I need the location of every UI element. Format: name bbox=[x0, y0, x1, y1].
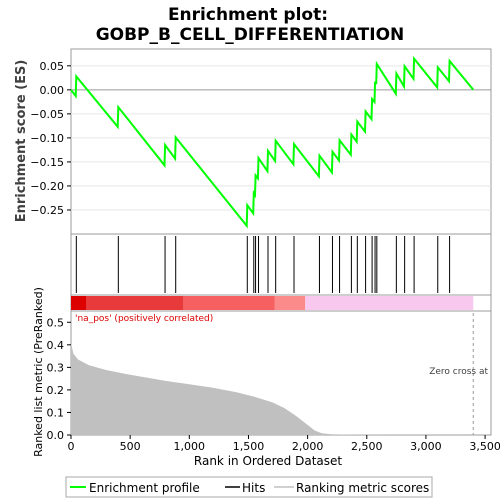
rank-x-tick-label: 0 bbox=[68, 440, 75, 453]
legend-box bbox=[65, 476, 433, 498]
es-profile-line bbox=[70, 55, 475, 229]
chart-subtitle: GOBP_B_CELL_DIFFERENTIATION bbox=[96, 25, 405, 45]
hits-panel-frame bbox=[70, 233, 492, 296]
rank-x-axis-label: Rank in Ordered Dataset bbox=[194, 454, 342, 468]
rank-x-tick-label: 500 bbox=[120, 440, 141, 453]
rank-y-tick-label: 0.0 bbox=[47, 429, 65, 442]
rank-y-tick-label: 0.4 bbox=[47, 339, 65, 352]
rank-y-tick-label: 0.3 bbox=[47, 361, 65, 374]
rank-x-tick-label: 2,000 bbox=[292, 440, 324, 453]
ranking-metric-area bbox=[71, 342, 474, 435]
heat-bar-segment bbox=[274, 296, 306, 310]
rank-x-tick-label: 3,000 bbox=[410, 440, 442, 453]
es-y-tick-label: 0.00 bbox=[40, 84, 65, 97]
heat-bar-segment bbox=[71, 296, 87, 310]
heat-bar-segment bbox=[86, 296, 184, 310]
rank-x-tick-label: 3,500 bbox=[469, 440, 500, 453]
es-y-axis-label: Enrichment score (ES) bbox=[14, 60, 29, 223]
rank-x-tick-label: 1,500 bbox=[233, 440, 265, 453]
es-y-tick-label: −0.20 bbox=[30, 180, 64, 193]
rank-x-tick-label: 2,500 bbox=[351, 440, 383, 453]
es-y-tick-label: −0.10 bbox=[30, 132, 64, 145]
es-panel-frame bbox=[70, 48, 492, 235]
positive-correlation-label: 'na_pos' (positively correlated) bbox=[75, 314, 213, 324]
rank-y-axis-label: Ranked list metric (PreRanked) bbox=[32, 287, 45, 457]
rank-x-tick-label: 1,000 bbox=[174, 440, 206, 453]
rank-y-tick-label: 0.5 bbox=[47, 316, 65, 329]
es-y-tick-label: 0.05 bbox=[40, 60, 65, 73]
heat-bar-segment bbox=[305, 296, 474, 310]
es-y-tick-label: −0.15 bbox=[30, 156, 64, 169]
es-y-tick-label: −0.25 bbox=[30, 204, 64, 217]
rank-y-tick-label: 0.2 bbox=[47, 384, 65, 397]
chart-title: Enrichment plot: bbox=[168, 5, 328, 25]
legend-hits-label: Hits bbox=[242, 481, 265, 495]
legend-metric-label: Ranking metric scores bbox=[296, 481, 429, 495]
heat-bar-segment bbox=[183, 296, 275, 310]
es-y-tick-label: −0.05 bbox=[30, 108, 64, 121]
rank-y-tick-label: 0.1 bbox=[47, 406, 65, 419]
legend-enrichment-label: Enrichment profile bbox=[89, 481, 200, 495]
zero-cross-label: Zero cross at bbox=[429, 367, 488, 377]
